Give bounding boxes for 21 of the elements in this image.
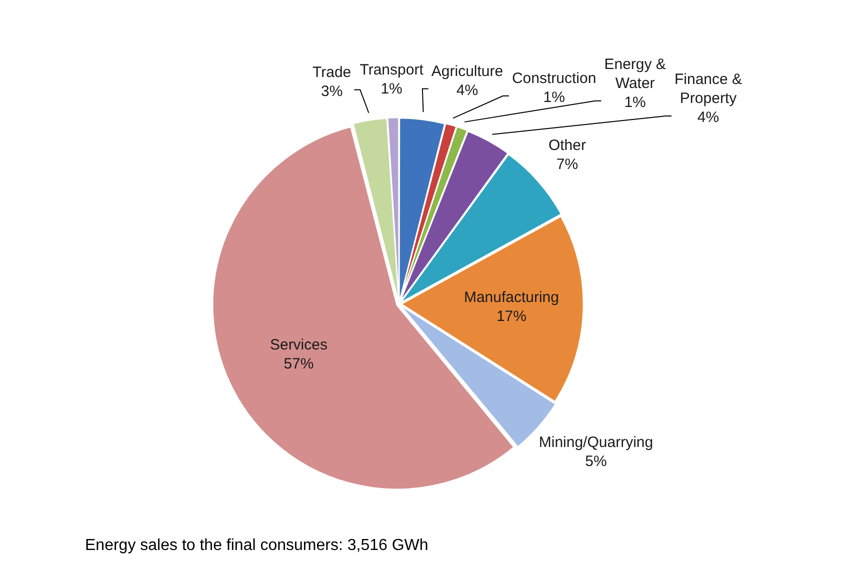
data-label: 7% — [556, 156, 578, 174]
slice-label: Transport — [360, 61, 424, 78]
slice-label: Manufacturing — [464, 289, 560, 306]
slice-label: Other — [548, 137, 586, 154]
slice-label: Energy & Water — [604, 56, 666, 92]
data-label: 1% — [624, 94, 646, 111]
data-label: 57% — [284, 356, 314, 373]
data-label: 1% — [543, 89, 565, 106]
slice-label: Construction — [512, 70, 596, 88]
text: Energy sales to the final consumers: 3,516 GWh — [85, 537, 428, 554]
slice-label: Finance & Property — [674, 71, 742, 108]
data-label: 17% — [496, 308, 526, 326]
data-label: 5% — [585, 453, 607, 470]
slice-label: Services — [270, 336, 328, 354]
data-label: 1% — [380, 80, 402, 98]
data-label: 3% — [320, 82, 343, 100]
slice-label: Agriculture — [431, 62, 504, 80]
slice-label: Trade — [312, 64, 352, 81]
data-label: 4% — [456, 82, 478, 99]
data-label: 4% — [697, 109, 720, 126]
slice-label: Mining/Quarrying — [538, 434, 654, 452]
